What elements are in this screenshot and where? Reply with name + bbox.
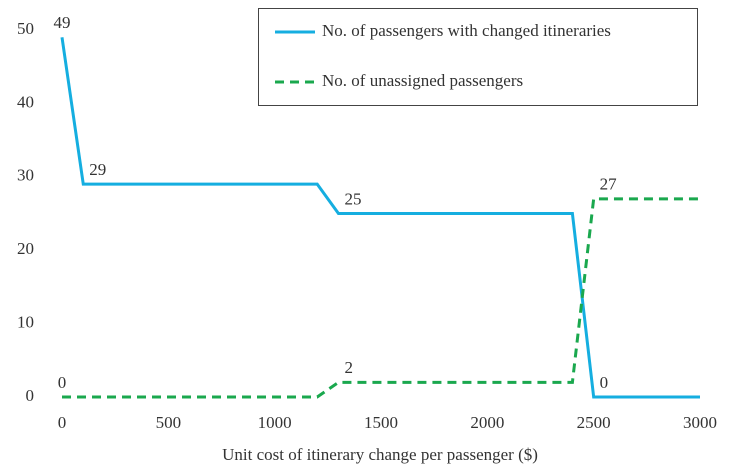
legend-label: No. of passengers with changed itinerari…	[322, 21, 611, 40]
x-axis-label: Unit cost of itinerary change per passen…	[222, 445, 538, 464]
data-label: 25	[344, 189, 361, 208]
x-tick-label: 2000	[470, 413, 504, 432]
data-label: 29	[89, 160, 106, 179]
data-label: 0	[58, 373, 67, 392]
x-tick-label: 500	[156, 413, 182, 432]
series-line	[62, 197, 700, 399]
data-label: 2	[344, 358, 353, 377]
series-line	[60, 37, 700, 399]
x-tick-label: 0	[58, 413, 67, 432]
x-tick-label: 1000	[258, 413, 292, 432]
y-tick-label: 10	[17, 313, 34, 332]
data-label: 27	[600, 175, 618, 194]
data-label: 0	[600, 373, 609, 392]
x-tick-label: 2500	[577, 413, 611, 432]
y-tick-label: 30	[17, 166, 34, 185]
data-label: 49	[54, 13, 71, 32]
y-tick-label: 50	[17, 19, 34, 38]
y-tick-label: 0	[26, 386, 35, 405]
legend-box	[258, 8, 698, 106]
x-tick-label: 1500	[364, 413, 398, 432]
y-tick-label: 20	[17, 239, 34, 258]
x-tick-label: 3000	[683, 413, 717, 432]
y-tick-label: 40	[17, 92, 34, 111]
legend-label: No. of unassigned passengers	[322, 71, 523, 90]
